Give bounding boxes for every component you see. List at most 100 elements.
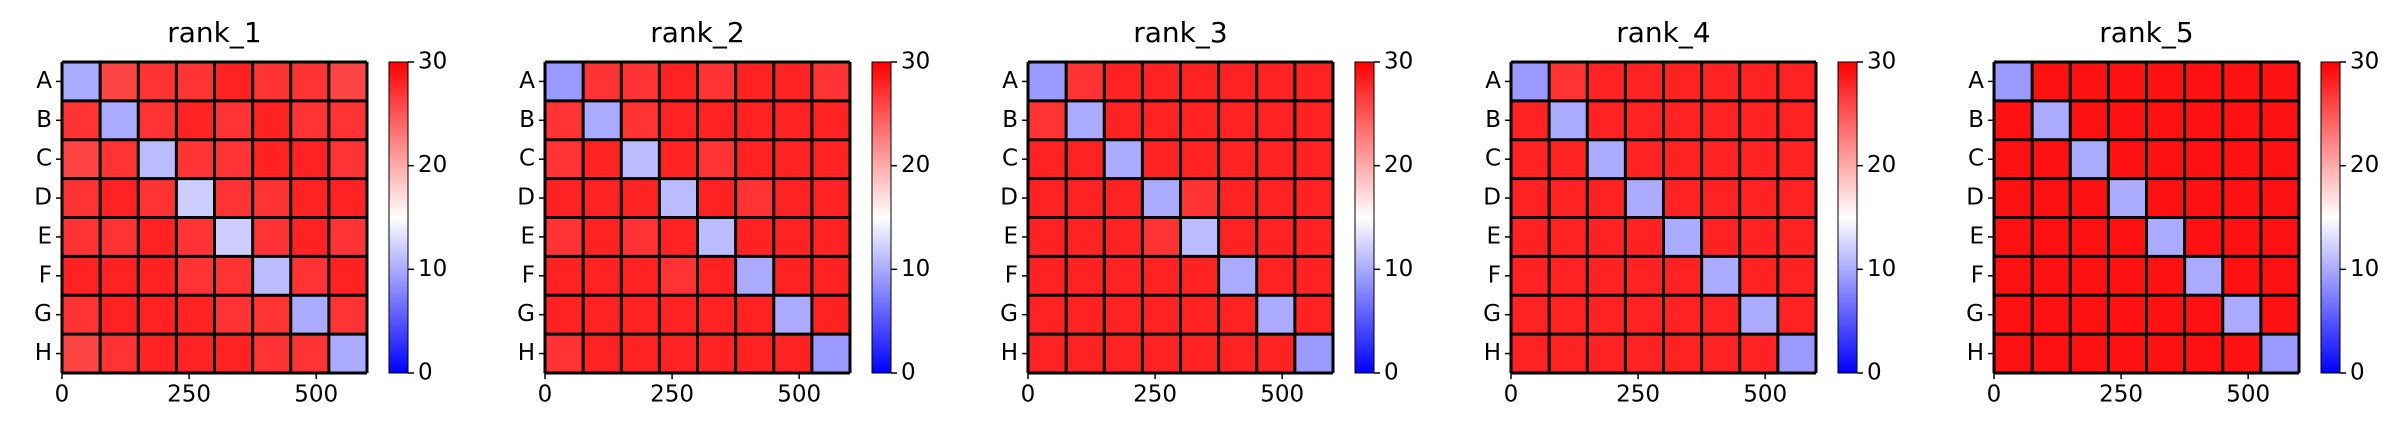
panel-title: rank_2 [650, 16, 744, 49]
heat-cell [2108, 217, 2147, 257]
y-tick-label: H [1001, 340, 1018, 366]
heat-cell [583, 139, 622, 180]
y-tick-label: B [519, 107, 535, 133]
heat-cell [2070, 217, 2109, 257]
colorbar-tick-label: 30 [1384, 49, 1413, 75]
heat-cell [252, 334, 292, 374]
heat-cell [1066, 256, 1105, 296]
y-tick-label: B [1485, 107, 1501, 133]
heat-cell [1994, 295, 2033, 335]
heat-cell [773, 334, 813, 374]
colorbar-tick-label: 20 [1384, 152, 1413, 178]
heat-cell [1587, 178, 1626, 218]
x-tick-label: 0 [1987, 382, 2002, 408]
heat-cell [138, 139, 177, 180]
heat-cell [2260, 256, 2300, 296]
heat-cell [1218, 178, 1258, 218]
heat-cell [1256, 139, 1296, 180]
colorbar-tick-label: 0 [901, 360, 916, 386]
heat-cell [2184, 62, 2224, 102]
heat-cell [62, 295, 101, 335]
heat-cell [2260, 62, 2300, 102]
heat-cell [697, 178, 737, 218]
heat-cell [697, 256, 737, 296]
colorbar-tick-label: 10 [418, 256, 447, 282]
heat-cell [252, 217, 292, 257]
heat-cell [2108, 178, 2147, 218]
heat-cell [2146, 295, 2186, 335]
heat-cell [697, 139, 737, 180]
heat-cell [2070, 295, 2109, 335]
heat-cell [100, 139, 139, 180]
heat-cell [1663, 62, 1703, 102]
heat-cell [1777, 334, 1817, 374]
heat-cell [1625, 178, 1664, 218]
heat-cell [1104, 295, 1143, 335]
heat-cell [1994, 334, 2033, 374]
heat-cell [176, 178, 215, 218]
x-tick-label: 500 [1260, 382, 1304, 408]
colorbar [2320, 61, 2341, 374]
heat-cell [773, 62, 813, 102]
y-tick-label: C [1968, 146, 1984, 172]
heat-cell [1511, 217, 1550, 257]
heat-cell [1256, 256, 1296, 296]
heat-cell [1066, 139, 1105, 180]
heat-cell [2222, 139, 2262, 180]
heat-cell [1028, 334, 1067, 374]
y-tick-label: D [1966, 185, 1984, 211]
heat-cell [1142, 256, 1181, 296]
heat-cell [138, 178, 177, 218]
panel-title: rank_5 [2099, 16, 2193, 49]
heat-cell [1142, 178, 1181, 218]
x-tick-label: 0 [1021, 382, 1036, 408]
heat-cell [1587, 100, 1626, 141]
heat-cell [2108, 334, 2147, 374]
heat-cell [1028, 139, 1067, 180]
heat-cell [545, 295, 584, 335]
heat-cell [735, 178, 775, 218]
x-tick-label: 250 [1133, 382, 1177, 408]
heat-cell [659, 178, 698, 218]
heat-cell [659, 295, 698, 335]
colorbar [1837, 61, 1858, 374]
heat-cell [1625, 256, 1664, 296]
heat-cell [1180, 217, 1220, 257]
heat-cell [1256, 295, 1296, 335]
heat-cell [1549, 178, 1588, 218]
heat-cell [328, 334, 368, 374]
heat-cell [1994, 217, 2033, 257]
y-tick-label: E [37, 223, 52, 249]
y-tick-label: A [1002, 68, 1018, 94]
heat-cell [1511, 100, 1550, 141]
heat-cell [1066, 100, 1105, 141]
heat-cell [1142, 62, 1181, 102]
colorbar-tick-label: 10 [2350, 256, 2379, 282]
heat-cell [138, 62, 177, 102]
heat-cell [2032, 295, 2071, 335]
panel-title: rank_4 [1616, 16, 1710, 49]
heat-cell [1180, 100, 1220, 141]
heat-cell [1701, 100, 1741, 141]
heat-cell [1218, 256, 1258, 296]
heat-cell [1256, 62, 1296, 102]
heat-cell [811, 178, 851, 218]
heat-cell [1294, 139, 1334, 180]
colorbar [871, 61, 892, 374]
heat-cell [252, 256, 292, 296]
heat-cell [252, 100, 292, 141]
x-tick-label: 250 [650, 382, 694, 408]
heat-cell [735, 139, 775, 180]
y-tick-label: E [1486, 223, 1501, 249]
heat-cell [2146, 139, 2186, 180]
colorbar-tick-label: 0 [1384, 360, 1399, 386]
heat-cell [252, 139, 292, 180]
heat-cell [100, 62, 139, 102]
heat-cell [100, 256, 139, 296]
heat-cell [2222, 62, 2262, 102]
heat-cell [1739, 295, 1779, 335]
heat-cell [2146, 62, 2186, 102]
heat-cell [735, 217, 775, 257]
heat-cell [1218, 295, 1258, 335]
